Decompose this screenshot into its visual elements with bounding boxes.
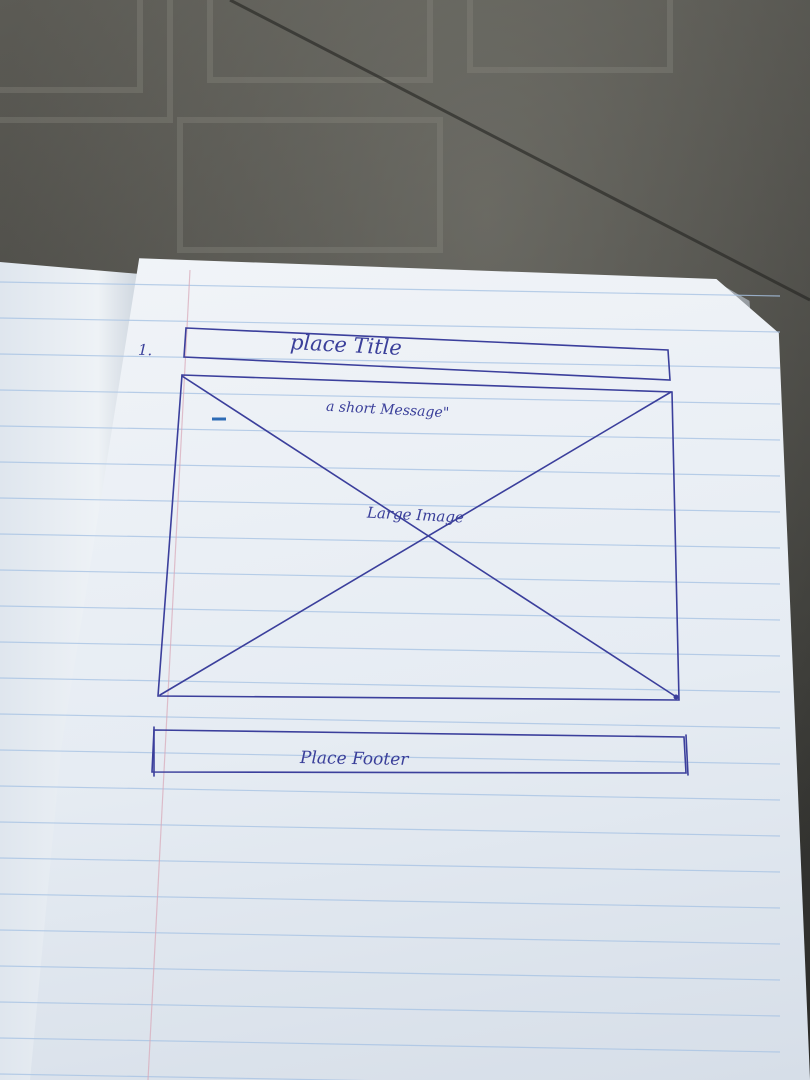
item-number: 1.	[137, 340, 153, 360]
ruled-line	[0, 641, 781, 657]
ruled-line	[0, 857, 781, 873]
footer-box	[151, 729, 687, 774]
ruled-line	[0, 929, 781, 945]
ruled-line	[0, 785, 781, 801]
ruled-line	[0, 821, 781, 837]
ruled-line	[0, 425, 781, 441]
ruled-line	[0, 461, 781, 477]
ruled-line	[0, 317, 781, 333]
ruled-line	[0, 965, 781, 981]
footer-box-label: Place Footer	[299, 748, 409, 770]
image-diagonal-1	[181, 375, 679, 699]
ruled-line	[0, 281, 781, 297]
ruled-line	[0, 749, 781, 765]
ruled-line	[0, 893, 781, 909]
image-box	[157, 374, 680, 701]
ruled-line	[0, 497, 781, 513]
ruled-line	[0, 569, 781, 585]
ruled-line	[0, 713, 781, 729]
ruled-line	[0, 533, 781, 549]
ruled-line	[0, 677, 781, 693]
image-diagonal-2	[159, 391, 672, 696]
ruled-line	[0, 1037, 781, 1053]
ruled-line	[0, 389, 781, 405]
title-box	[183, 327, 671, 381]
ruled-line	[0, 1001, 781, 1017]
ruled-line	[0, 605, 781, 621]
ruled-line	[0, 1073, 368, 1080]
ruled-line	[0, 353, 781, 369]
